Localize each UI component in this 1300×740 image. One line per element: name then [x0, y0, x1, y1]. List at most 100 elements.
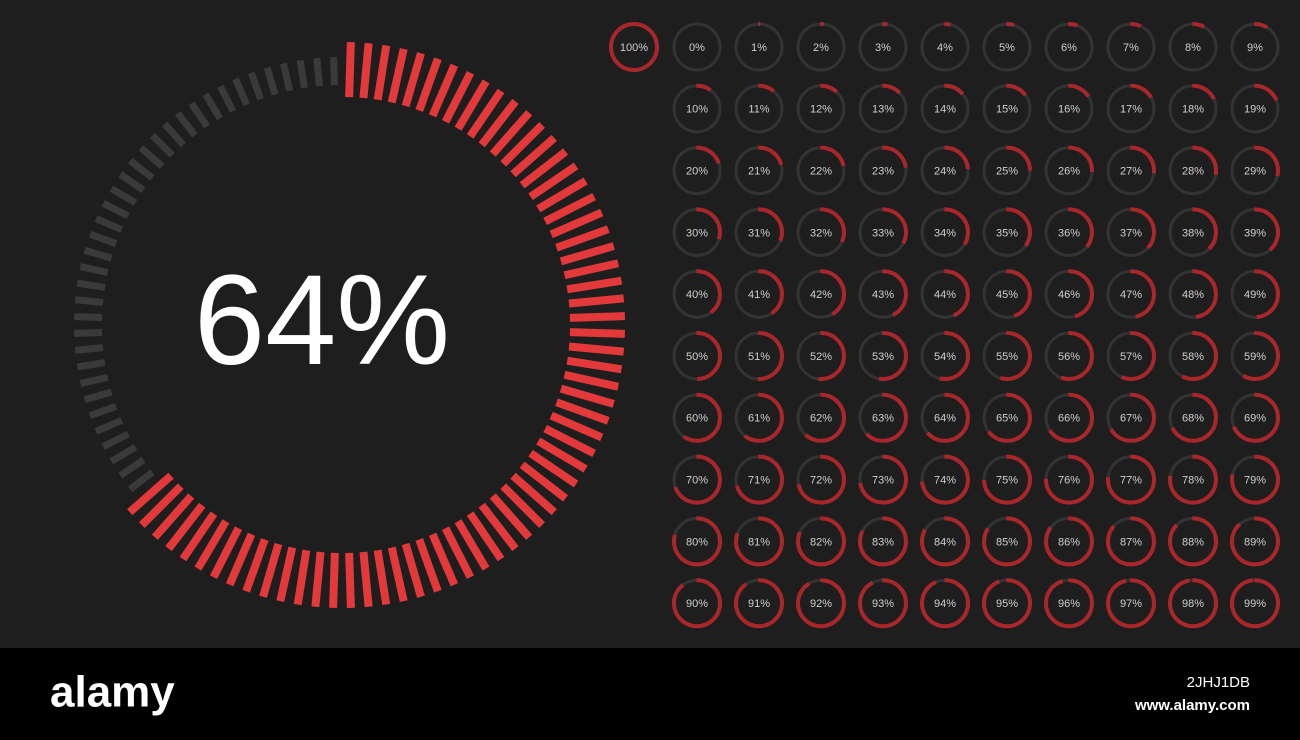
- meter-segment-on: [549, 208, 604, 239]
- small-meter-label: 78%: [1182, 475, 1204, 487]
- small-meter-label: 16%: [1058, 104, 1080, 116]
- meter-segment-off: [79, 373, 109, 387]
- small-meter-fill: [1044, 22, 1094, 72]
- small-meter-label: 42%: [810, 289, 832, 301]
- small-meter-fill: [796, 331, 846, 381]
- small-meter-label: 26%: [1058, 166, 1080, 178]
- small-meter-fill: [1044, 454, 1094, 505]
- meter-segment-on: [345, 42, 355, 98]
- meter-segment-on: [373, 44, 391, 101]
- meter-segment-on: [500, 122, 545, 167]
- small-meter-label: 98%: [1182, 598, 1204, 610]
- meter-segment-on: [528, 162, 579, 201]
- small-meter-label: 87%: [1120, 536, 1142, 548]
- small-meter-label: 56%: [1058, 351, 1080, 363]
- small-meter-label: 33%: [872, 227, 894, 239]
- small-meter-label: 82%: [810, 536, 832, 548]
- meter-segment-on: [454, 519, 490, 571]
- meter-segment-on: [566, 276, 623, 294]
- meter-segment-on: [543, 192, 596, 226]
- small-meter-label: 19%: [1244, 104, 1266, 116]
- small-meter-label: 71%: [748, 475, 770, 487]
- small-meter-label: 14%: [934, 104, 956, 116]
- main-meter-label: 64%: [194, 249, 450, 392]
- meter-fill: [127, 42, 625, 608]
- small-meter-fill: [672, 83, 722, 134]
- small-meter-label: 76%: [1058, 475, 1080, 487]
- small-meter-fill: [920, 269, 970, 320]
- small-meter-fill: [1230, 83, 1280, 134]
- meter-segment-on: [276, 546, 297, 603]
- small-meter-fill: [858, 454, 908, 505]
- small-meter-fill: [796, 145, 846, 196]
- small-meter-fill: [858, 269, 908, 320]
- meter-segment-on: [415, 57, 442, 112]
- small-meter-label: 94%: [934, 598, 956, 610]
- meter-segment-on: [510, 472, 557, 516]
- small-meter-label: 50%: [686, 351, 708, 363]
- small-meter-label: 1%: [751, 42, 767, 54]
- small-meter-label: 34%: [934, 227, 956, 239]
- small-meter-fill: [1230, 145, 1280, 196]
- small-meter-fill: [1168, 454, 1218, 505]
- meter-segment-on: [401, 542, 425, 598]
- meter-segment-on: [209, 526, 243, 579]
- meter-segment-on: [510, 134, 557, 178]
- meter-segment-on: [127, 472, 174, 516]
- small-meter-fill: [1168, 22, 1218, 72]
- small-meter-fill: [920, 516, 970, 567]
- small-meter-fill: [982, 269, 1032, 320]
- meter-segment-off: [174, 111, 198, 138]
- meter-segment-off: [138, 145, 165, 169]
- small-meter-label: 65%: [996, 413, 1018, 425]
- small-meter-label: 43%: [872, 289, 894, 301]
- small-meter-label: 10%: [686, 104, 708, 116]
- meter-segment-on: [441, 526, 475, 579]
- small-meter-label: 66%: [1058, 413, 1080, 425]
- small-meter-label: 21%: [748, 166, 770, 178]
- small-meter-label: 85%: [996, 536, 1018, 548]
- small-meter-label: 38%: [1182, 227, 1204, 239]
- meter-segment-on: [478, 98, 519, 148]
- meter-segment-on: [428, 532, 459, 587]
- image-id: 2JHJ1DB: [1187, 674, 1250, 691]
- small-meter-fill: [1168, 269, 1218, 320]
- meter-segment-off: [109, 185, 138, 206]
- meter-segment-off: [128, 157, 155, 181]
- small-meter-fill: [1044, 392, 1094, 443]
- meter-segment-on: [559, 242, 615, 266]
- meter-segment-on: [387, 546, 408, 603]
- meter-segment-on: [225, 532, 256, 587]
- small-meter-fill: [858, 331, 908, 381]
- small-meter-label: 96%: [1058, 598, 1080, 610]
- small-meter-label: 49%: [1244, 289, 1266, 301]
- meter-segment-off: [94, 417, 124, 435]
- small-meter-label: 89%: [1244, 536, 1266, 548]
- small-meter-fill: [672, 392, 722, 443]
- meter-segment-on: [563, 259, 620, 280]
- small-meter-fill: [1106, 22, 1156, 72]
- small-meter-label: 54%: [934, 351, 956, 363]
- meter-segment-on: [387, 47, 408, 104]
- meter-segment-on: [242, 538, 269, 593]
- small-meter-fill: [796, 269, 846, 320]
- small-meter-label: 44%: [934, 289, 956, 301]
- small-meter-label: 99%: [1244, 598, 1266, 610]
- meter-segment-on: [165, 502, 206, 552]
- small-meter-label: 30%: [686, 227, 708, 239]
- small-meter-label: 32%: [810, 227, 832, 239]
- small-meter-fill: [734, 269, 784, 320]
- meter-segment-off: [94, 215, 124, 233]
- meter-segment-on: [569, 312, 625, 322]
- small-meter-label: 52%: [810, 351, 832, 363]
- small-meter-label: 20%: [686, 166, 708, 178]
- small-meter-label: 47%: [1120, 289, 1142, 301]
- small-meter-label: 41%: [748, 289, 770, 301]
- meter-segment-on: [311, 551, 325, 608]
- url: www.alamy.com: [1134, 697, 1250, 714]
- small-meter-fill: [796, 578, 846, 629]
- small-meter-fill: [1106, 207, 1156, 258]
- small-meter-fill: [1230, 269, 1280, 320]
- meter-segment-off: [101, 430, 130, 450]
- meter-segment-on: [536, 437, 588, 473]
